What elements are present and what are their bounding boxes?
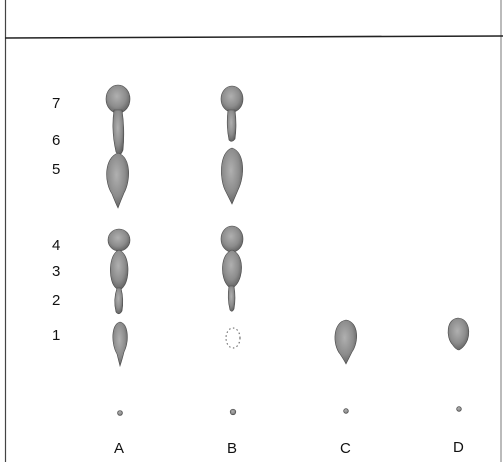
- spot-number-1: 1: [52, 327, 60, 344]
- spot-number-2: 2: [52, 292, 60, 309]
- lane-c-origin: [343, 408, 349, 414]
- lane-d-spot-1: [447, 317, 470, 351]
- spot-number-4: 4: [52, 237, 60, 254]
- lane-d-origin: [456, 406, 462, 412]
- lane-b-spot-5: [221, 147, 243, 205]
- lane-label-c: C: [340, 440, 351, 457]
- lane-a-spot-5: [106, 152, 129, 209]
- lane-a-origin: [117, 410, 123, 416]
- lane-b-spot-4: [220, 225, 244, 253]
- lane-b-spots: [220, 85, 244, 416]
- lane-b-spot-3: [222, 249, 242, 289]
- lane-a-spot-3: [110, 249, 129, 290]
- lane-c-spots: [334, 319, 357, 414]
- lane-b-spot-6: [226, 109, 237, 142]
- spot-number-6: 6: [52, 132, 60, 149]
- spot-number-3: 3: [52, 263, 60, 280]
- lane-a-spot-2: [114, 287, 124, 315]
- lane-a-spots: [105, 84, 131, 416]
- lane-a-spot-4: [107, 228, 131, 252]
- spot-number-5: 5: [52, 161, 60, 178]
- spot-number-7: 7: [52, 95, 60, 112]
- lane-b-spot-2: [227, 285, 236, 312]
- lane-label-a: A: [114, 440, 124, 457]
- lane-label-b: B: [227, 440, 237, 457]
- lane-c-spot-1: [334, 319, 357, 365]
- lane-b-spot-1-faint: [225, 327, 241, 349]
- lane-b-origin: [229, 408, 237, 416]
- lane-label-d: D: [453, 439, 464, 456]
- solvent-front-line: [4, 35, 503, 39]
- lane-b-spot-7: [220, 85, 244, 113]
- lane-a-spot-7: [105, 84, 131, 114]
- lane-d-spots: [447, 317, 470, 412]
- lane-a-spot-1: [112, 321, 128, 368]
- lane-a-spot-6: [112, 109, 125, 155]
